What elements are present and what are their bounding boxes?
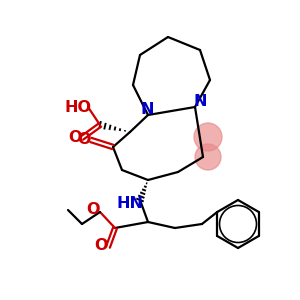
Text: O: O — [86, 202, 100, 217]
Text: O: O — [68, 130, 82, 145]
Circle shape — [194, 123, 222, 151]
Text: O: O — [77, 131, 91, 146]
Text: HN: HN — [116, 196, 143, 211]
Text: N: N — [193, 94, 207, 109]
Text: O: O — [94, 238, 108, 253]
Circle shape — [195, 144, 221, 170]
Text: N: N — [140, 101, 154, 116]
Text: HO: HO — [64, 100, 92, 115]
